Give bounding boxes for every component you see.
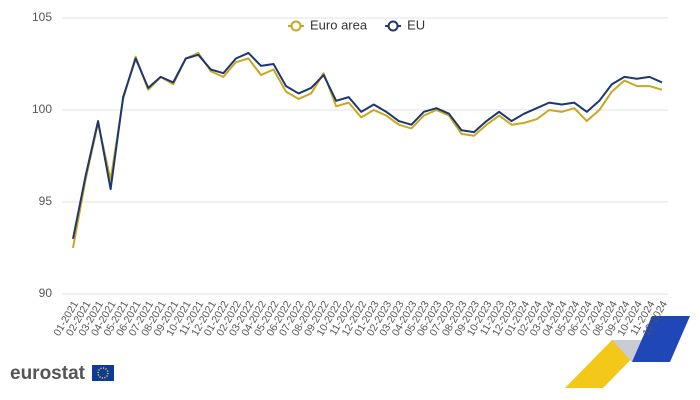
series-line — [72, 51, 663, 249]
eu-stars — [97, 367, 109, 379]
legend: Euro area EU — [288, 17, 425, 32]
legend-marker — [387, 20, 399, 32]
logo: eurostat — [10, 363, 114, 384]
decoration — [565, 316, 690, 388]
deco-blue — [632, 316, 690, 362]
y-tick-label: 100 — [32, 102, 52, 116]
series-line — [72, 51, 663, 239]
y-tick-label: 105 — [32, 10, 52, 24]
eu-flag — [92, 365, 114, 381]
logo-text: eurostat — [10, 363, 86, 384]
y-tick-label: 95 — [39, 194, 53, 208]
legend-label: Euro area — [310, 17, 368, 32]
legend-marker — [290, 20, 302, 32]
legend-label: EU — [407, 17, 425, 32]
y-tick-label: 90 — [39, 286, 53, 300]
